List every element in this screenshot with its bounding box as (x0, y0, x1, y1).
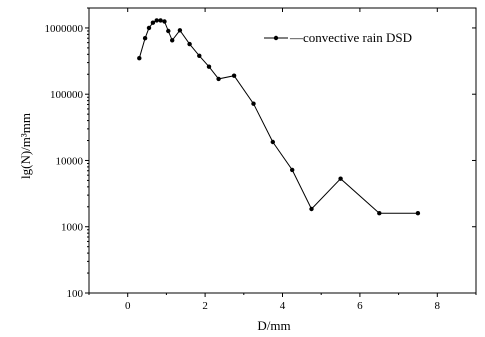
y-tick-label: 1000 (61, 222, 84, 234)
x-tick-label: 0 (125, 300, 131, 312)
ticks: 0 2 4 6 8 100 1000 10000 100000 1000000 (45, 7, 477, 312)
data-point (251, 101, 256, 106)
data-point (142, 36, 148, 41)
axes (88, 7, 477, 294)
data-point (338, 176, 343, 181)
data-point (187, 41, 192, 47)
data-point (170, 38, 175, 43)
legend: —convective rain DSD (264, 30, 412, 45)
data-point (270, 139, 275, 145)
data-point (206, 64, 212, 69)
x-axis-title: D/mm (257, 318, 290, 333)
data-point (158, 18, 163, 23)
x-tick-label: 2 (202, 300, 208, 312)
series-line (138, 19, 418, 214)
y-tick-label: 1000000 (45, 23, 84, 35)
data-point (162, 19, 167, 24)
data-point (231, 73, 237, 78)
data-point (166, 28, 171, 34)
x-tick-label: 8 (435, 300, 441, 312)
data-point (415, 211, 421, 216)
series-layer (137, 18, 421, 216)
data-point (154, 18, 159, 23)
y-tick-label: 100000 (50, 89, 84, 101)
data-point (290, 167, 295, 173)
y-tick-label: 10000 (56, 155, 84, 167)
data-point (309, 206, 314, 212)
data-point (377, 211, 382, 216)
legend-swatch-marker (273, 35, 279, 41)
data-point (197, 53, 202, 58)
legend-label: —convective rain DSD (289, 30, 412, 45)
plot-frame (88, 7, 477, 294)
x-tick-label: 4 (280, 300, 286, 312)
data-point (137, 56, 142, 61)
data-point (177, 28, 183, 33)
x-tick-label: 6 (357, 300, 363, 312)
data-point (216, 76, 221, 82)
y-axis-title: lg(N)/m³mm (18, 113, 33, 179)
data-point (146, 25, 152, 31)
data-point (150, 20, 156, 25)
y-tick-label: 100 (67, 288, 84, 300)
